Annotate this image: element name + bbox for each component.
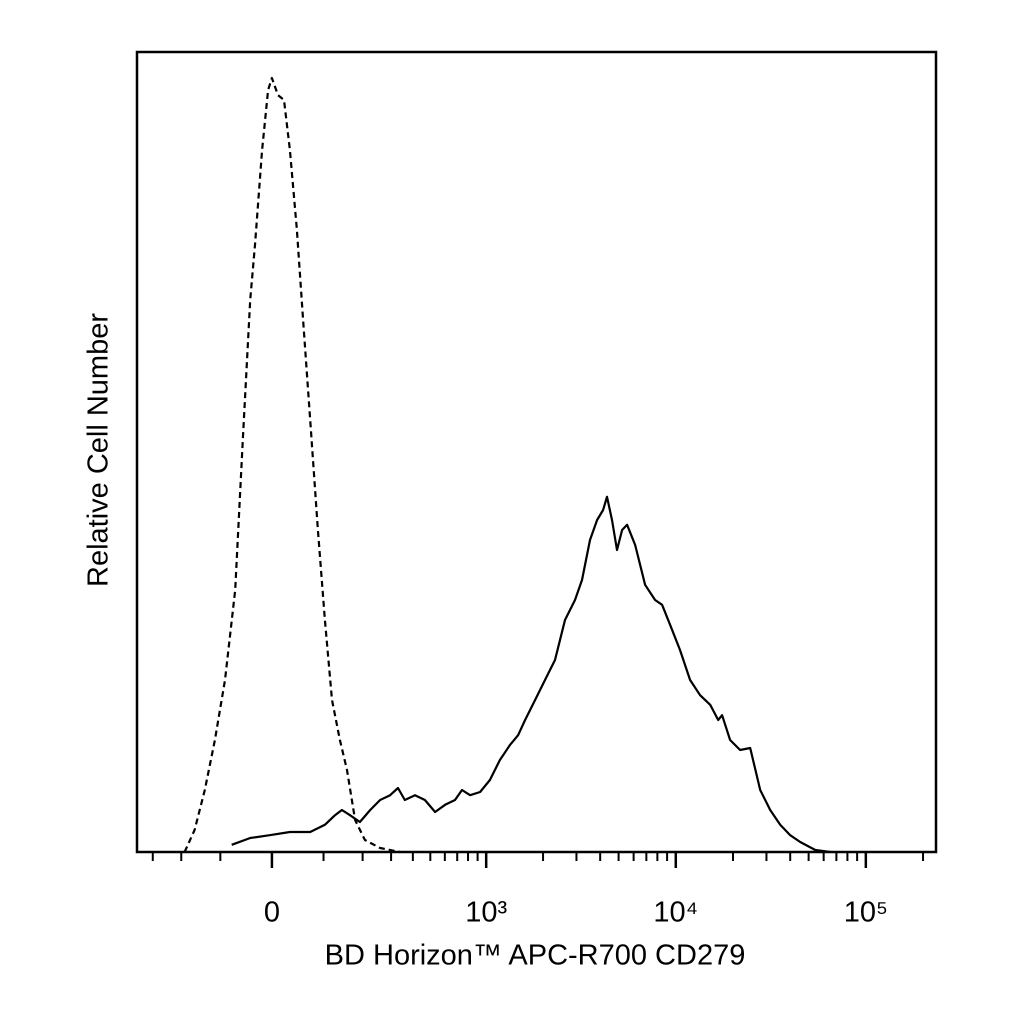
histogram-line [231,495,831,854]
x-tick-label: 10⁴ [653,897,698,929]
x-axis-label: BD Horizon™ APC-R700 CD279 [325,940,746,972]
y-axis-label: Relative Cell Number [83,313,115,587]
x-tick-label: 10⁵ [844,897,888,929]
plot-frame [135,50,938,854]
x-tick-label: 10³ [465,897,507,929]
x-tick-label: 0 [264,897,280,929]
histogram-line [183,76,401,854]
